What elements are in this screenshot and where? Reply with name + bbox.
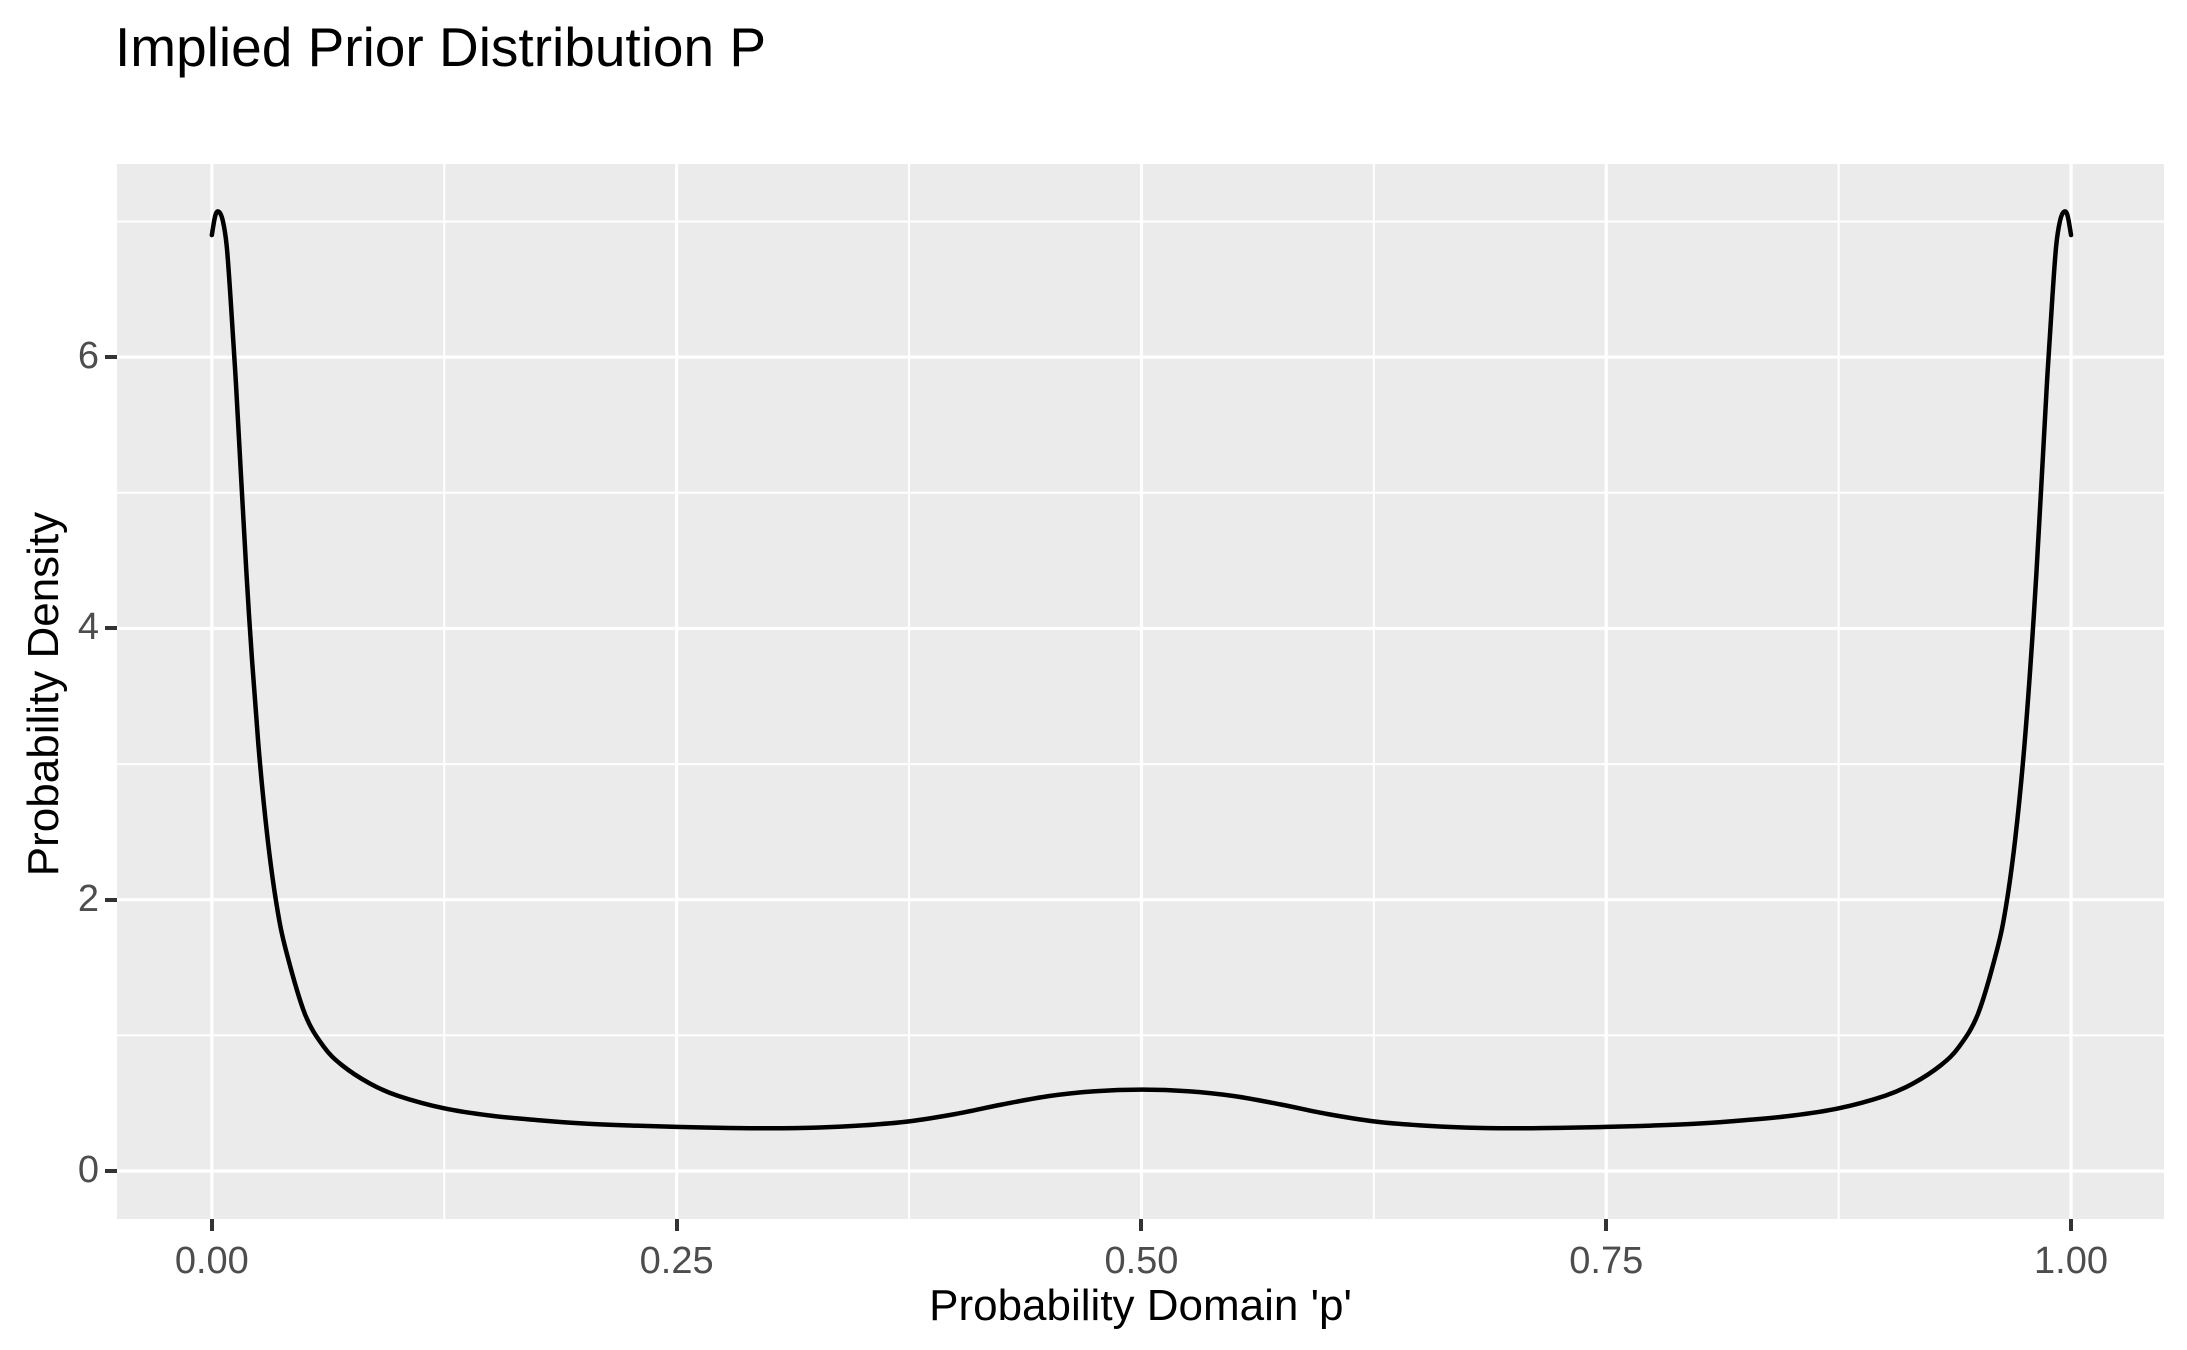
x-axis-title: Probability Domain 'p': [929, 1281, 1352, 1330]
y-tick-mark: [105, 626, 117, 631]
x-tick-label: 0.25: [639, 1240, 714, 1282]
y-tick-label: 0: [77, 1148, 99, 1191]
plot-title: Implied Prior Distribution P: [115, 16, 767, 78]
x-tick-label: 0.00: [174, 1240, 249, 1282]
y-tick-label: 6: [77, 335, 99, 378]
x-tick-mark: [209, 1219, 214, 1231]
y-tick-label: 4: [77, 606, 99, 649]
x-tick-label: 0.50: [1104, 1240, 1179, 1282]
density-curve-svg: [117, 164, 2164, 1219]
y-tick-mark: [105, 1168, 117, 1173]
x-tick-mark: [2069, 1219, 2074, 1231]
x-tick-mark: [674, 1219, 679, 1231]
y-tick-label: 2: [77, 877, 99, 920]
x-tick-mark: [1139, 1219, 1144, 1231]
plot-panel: [117, 164, 2164, 1219]
y-tick-mark: [105, 897, 117, 902]
density-curve: [209, 209, 2074, 1131]
x-tick-label: 0.75: [1569, 1240, 1644, 1282]
y-tick-mark: [105, 355, 117, 360]
x-tick-label: 1.00: [2034, 1240, 2109, 1282]
x-tick-mark: [1604, 1219, 1609, 1231]
